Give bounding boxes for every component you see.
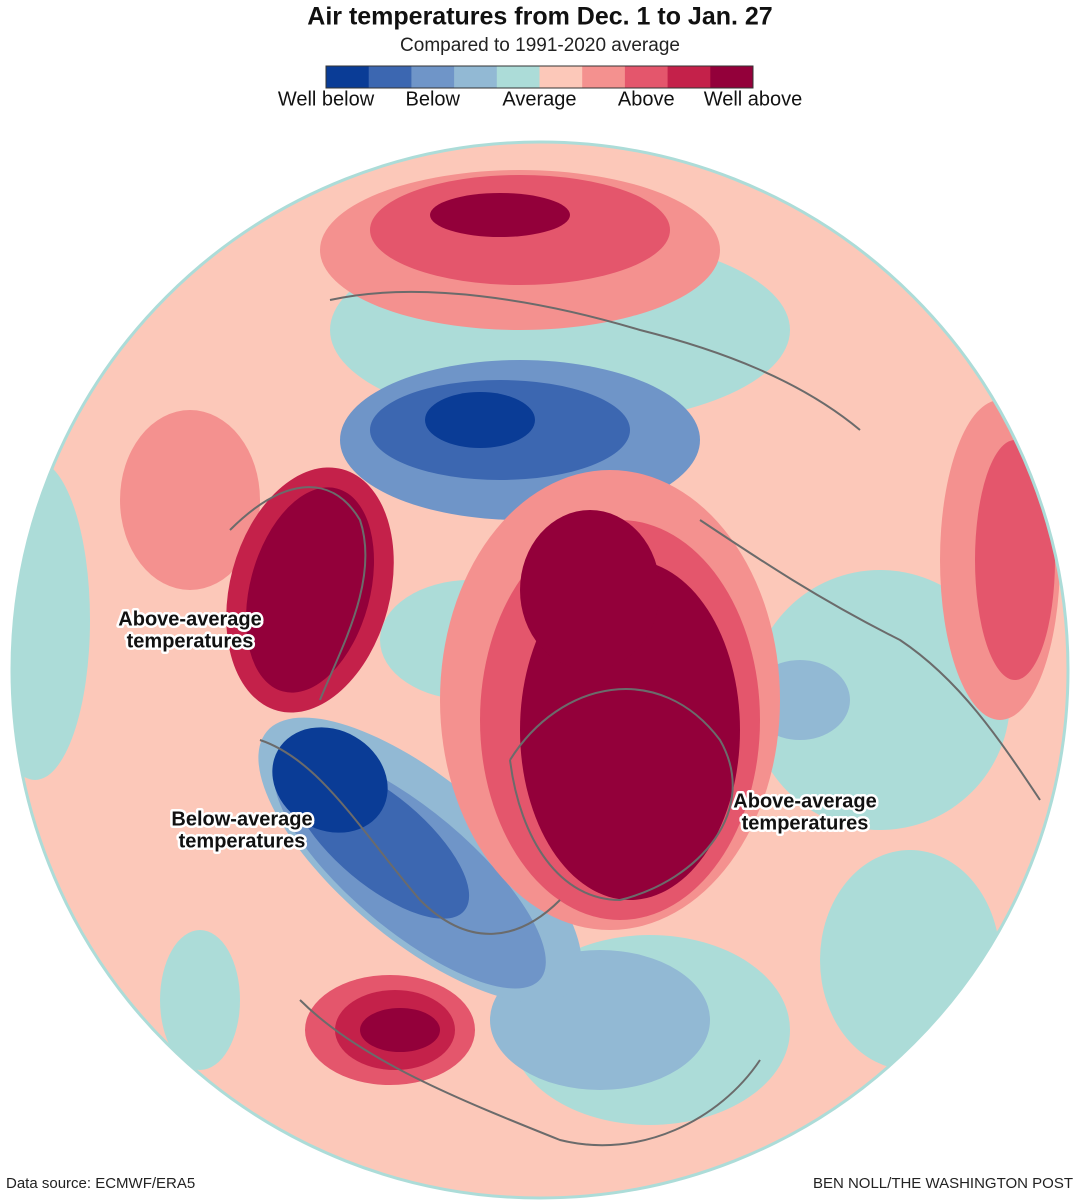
legend-label: Below bbox=[406, 88, 461, 110]
temperature-area bbox=[245, 487, 375, 693]
globe bbox=[12, 142, 1068, 1198]
temperature-area bbox=[120, 410, 260, 590]
legend-swatch bbox=[582, 66, 626, 88]
temperature-area bbox=[160, 930, 240, 1070]
temperature-area bbox=[430, 193, 570, 237]
legend-label: Well below bbox=[278, 88, 375, 110]
subtitle: Compared to 1991-2020 average bbox=[400, 35, 680, 56]
legend-swatch bbox=[710, 66, 754, 88]
coastline bbox=[229, 486, 367, 701]
legend-border bbox=[325, 65, 754, 89]
temperature-area bbox=[425, 392, 535, 448]
annotation: Below-average bbox=[171, 808, 312, 830]
legend-swatch bbox=[539, 66, 583, 88]
legend-label: Above bbox=[618, 88, 675, 110]
coastline bbox=[509, 688, 734, 902]
legend-swatch bbox=[667, 66, 711, 88]
coastline bbox=[299, 999, 761, 1147]
temperature-area bbox=[360, 1008, 440, 1052]
annotation: temperatures bbox=[127, 630, 254, 652]
coastline bbox=[329, 290, 861, 431]
legend-swatch bbox=[326, 66, 370, 88]
legend-swatch bbox=[454, 66, 498, 88]
legend: Well below Below Average Above Well above bbox=[278, 65, 803, 110]
temperature-area bbox=[820, 850, 1000, 1070]
temperature-area bbox=[272, 727, 388, 833]
temperature-area bbox=[975, 440, 1055, 680]
legend-label: Well above bbox=[704, 88, 803, 110]
annotations: Above-averagetemperaturesBelow-averagete… bbox=[116, 606, 879, 855]
title: Air temperatures from Dec. 1 to Jan. 27 bbox=[307, 3, 772, 31]
legend-swatch bbox=[624, 66, 669, 88]
legend-swatch bbox=[496, 66, 540, 88]
temperature-area bbox=[520, 510, 660, 670]
legend-swatch bbox=[368, 66, 412, 88]
coastline bbox=[699, 519, 1041, 801]
annotation: Above-average bbox=[118, 608, 261, 630]
legend-label: Average bbox=[502, 88, 576, 110]
temperature-area bbox=[750, 570, 1010, 830]
temperature-area bbox=[12, 460, 90, 780]
annotation: Above-average bbox=[733, 790, 876, 812]
coastline bbox=[259, 739, 561, 935]
globe-edge bbox=[10, 140, 1070, 1200]
annotation: temperatures bbox=[179, 830, 306, 852]
legend-swatch bbox=[411, 66, 455, 88]
annotation: temperatures bbox=[742, 812, 869, 834]
data-source: Data source: ECMWF/ERA5 bbox=[6, 1175, 195, 1192]
credit: BEN NOLL/THE WASHINGTON POST bbox=[813, 1175, 1073, 1192]
